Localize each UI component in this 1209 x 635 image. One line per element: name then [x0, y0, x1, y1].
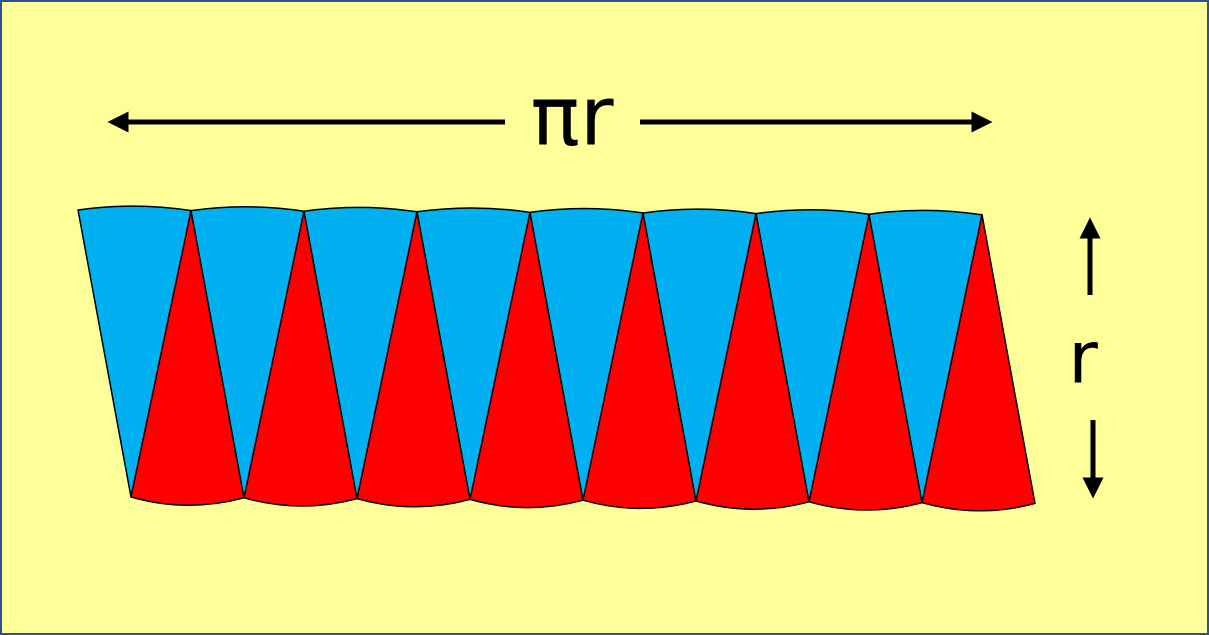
- red-sector: [921, 214, 1036, 512]
- width-label: πr: [530, 69, 613, 164]
- sectors: [77, 205, 1036, 512]
- height-label: r: [1068, 316, 1098, 400]
